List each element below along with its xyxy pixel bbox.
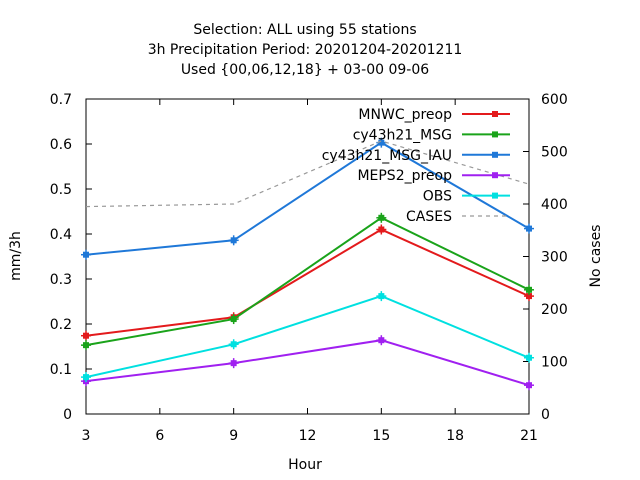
- y-tick-label: 0.2: [50, 317, 72, 333]
- legend-label: MNWC_preop: [358, 107, 452, 123]
- legend-label: cy43h21_MSG: [353, 127, 452, 143]
- series-line: [85, 228, 530, 337]
- y2-tick-label: 100: [541, 355, 568, 371]
- y2-tick-label: 200: [541, 302, 568, 318]
- y2-axis-label: No cases: [588, 225, 604, 288]
- chart-title: Selection: ALL using 55 stations 3h Prec…: [148, 22, 463, 78]
- legend-label: MEPS2_preop: [357, 168, 452, 184]
- legend-label: cy43h21_MSG_IAU: [322, 148, 452, 164]
- y-tick-label: 0.3: [50, 272, 72, 288]
- y-tick-label: 0.4: [50, 227, 72, 243]
- y-tick-label: 0.7: [50, 92, 72, 108]
- legend-label: OBS: [423, 189, 452, 205]
- y-tick-label: 0.5: [50, 182, 72, 198]
- legend-marker: [492, 151, 498, 158]
- x-tick-label: 9: [229, 428, 238, 444]
- y-tick-label: 0.6: [50, 137, 72, 153]
- y-tick-label: 0: [63, 407, 72, 423]
- x-tick-label: 3: [82, 428, 91, 444]
- x-tick-label: 12: [299, 428, 317, 444]
- legend-marker: [492, 131, 498, 138]
- x-tick-label: 15: [372, 428, 390, 444]
- x-tick-label: 21: [520, 428, 538, 444]
- series-line: [85, 295, 530, 379]
- y2-tick-label: 600: [541, 92, 568, 108]
- y2-tick-label: 400: [541, 197, 568, 213]
- legend-marker: [492, 111, 498, 117]
- legend-label: CASES: [406, 209, 452, 225]
- series-line: [85, 216, 530, 347]
- y2-tick-label: 500: [541, 145, 568, 161]
- y-axis-label: mm/3h: [8, 231, 24, 281]
- x-tick-label: 18: [446, 428, 464, 444]
- y2-tick-label: 0: [541, 407, 550, 423]
- x-tick-label: 6: [155, 428, 164, 444]
- series-line: [85, 339, 530, 387]
- y2-tick-label: 300: [541, 250, 568, 266]
- y-tick-label: 0.1: [50, 362, 72, 378]
- title-line-1: Selection: ALL using 55 stations: [193, 22, 416, 38]
- title-line-3: Used {00,06,12,18} + 03-00 09-06: [181, 62, 429, 78]
- legend-marker: [492, 172, 498, 179]
- series-line: [85, 141, 530, 256]
- legend-marker: [492, 192, 498, 199]
- title-line-2: 3h Precipitation Period: 20201204-202012…: [148, 42, 463, 58]
- series-line: [85, 140, 530, 208]
- x-axis-label: Hour: [288, 457, 322, 473]
